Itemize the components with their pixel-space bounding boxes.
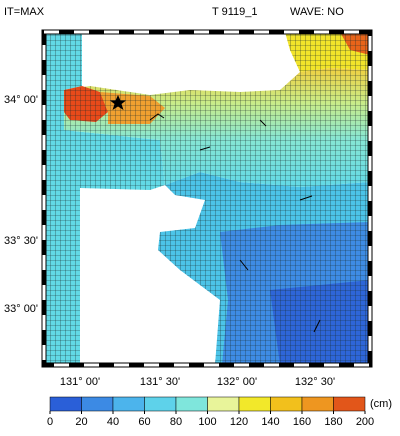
map-area	[41, 29, 373, 368]
colorbar-tick-label: 0	[47, 416, 53, 428]
colorbar-bin	[238, 396, 271, 412]
lon-label: 131° 00'	[60, 376, 100, 388]
header-left: IT=MAX	[4, 6, 45, 18]
colorbar-tick-label: 100	[198, 416, 216, 428]
colorbar-unit: (cm)	[370, 398, 392, 410]
lon-label: 132° 00'	[217, 376, 257, 388]
colorbar-tick-label: 140	[261, 416, 279, 428]
colorbar-tick-label: 200	[356, 416, 374, 428]
colorbar-bin	[112, 396, 145, 412]
colorbar-tick-label: 180	[324, 416, 342, 428]
lat-label: 33° 00'	[4, 303, 38, 315]
colorbar-bin	[81, 396, 114, 412]
colorbar-tick-label: 160	[293, 416, 311, 428]
lat-label: 34° 00'	[4, 94, 38, 106]
colorbar-bin	[175, 396, 208, 412]
colorbar-tick-label: 120	[230, 416, 248, 428]
colorbar-bin	[301, 396, 334, 412]
colorbar-bin	[144, 396, 177, 412]
colorbar-tick-label: 80	[170, 416, 182, 428]
colorbar-tick-label: 60	[138, 416, 150, 428]
lon-label: 132° 30'	[295, 376, 335, 388]
colorbar-tick-label: 40	[107, 416, 119, 428]
colorbar-bin	[49, 396, 82, 412]
colorbar-tick-label: 20	[75, 416, 87, 428]
colorbar-bin	[270, 396, 303, 412]
header-center: T 9119_1	[212, 6, 257, 18]
star-marker	[110, 95, 126, 110]
colorbar-bin	[207, 396, 240, 412]
colorbar-bin	[333, 396, 366, 412]
lon-label: 131° 30'	[140, 376, 180, 388]
lat-label: 33° 30'	[4, 235, 38, 247]
header-right: WAVE: NO	[290, 6, 344, 18]
